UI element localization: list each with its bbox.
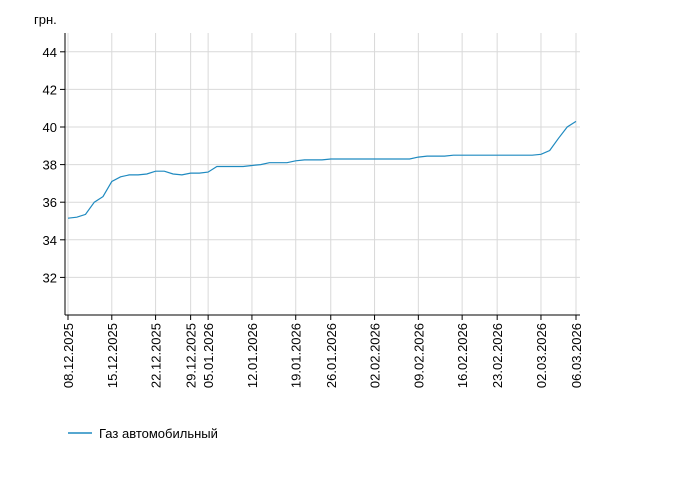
- x-tick-label: 22.12.2025: [149, 323, 164, 388]
- x-tick-label: 12.01.2026: [245, 323, 260, 388]
- line: [67, 120, 577, 219]
- y-tick-label: 38: [43, 158, 57, 173]
- x-tick-label: 16.02.2026: [455, 323, 470, 388]
- x-tick-label: 06.03.2026: [569, 323, 584, 388]
- x-tick-label: 09.02.2026: [411, 323, 426, 388]
- y-axis-label: грн.: [34, 12, 57, 27]
- x-tick-label: 26.01.2026: [324, 323, 339, 388]
- y-tick-label: 34: [43, 233, 57, 248]
- x-tick-label: 23.02.2026: [490, 323, 505, 388]
- x-tick-label: 08.12.2025: [61, 323, 76, 388]
- x-tick-label: 29.12.2025: [184, 323, 199, 388]
- x-tick-label: 05.01.2026: [201, 323, 216, 388]
- x-tick-label: 19.01.2026: [289, 323, 304, 388]
- y-tick-label: 40: [43, 120, 57, 135]
- x-tick-label: 02.03.2026: [534, 323, 549, 388]
- y-tick-label: 42: [43, 82, 57, 97]
- legend-label: Газ автомобильный: [99, 426, 218, 441]
- x-tick-label: 15.12.2025: [105, 323, 120, 388]
- x-tick-label: 02.02.2026: [368, 323, 383, 388]
- y-tick-label: 36: [43, 195, 57, 210]
- y-tick-label: 44: [43, 45, 57, 60]
- y-tick-label: 32: [43, 270, 57, 285]
